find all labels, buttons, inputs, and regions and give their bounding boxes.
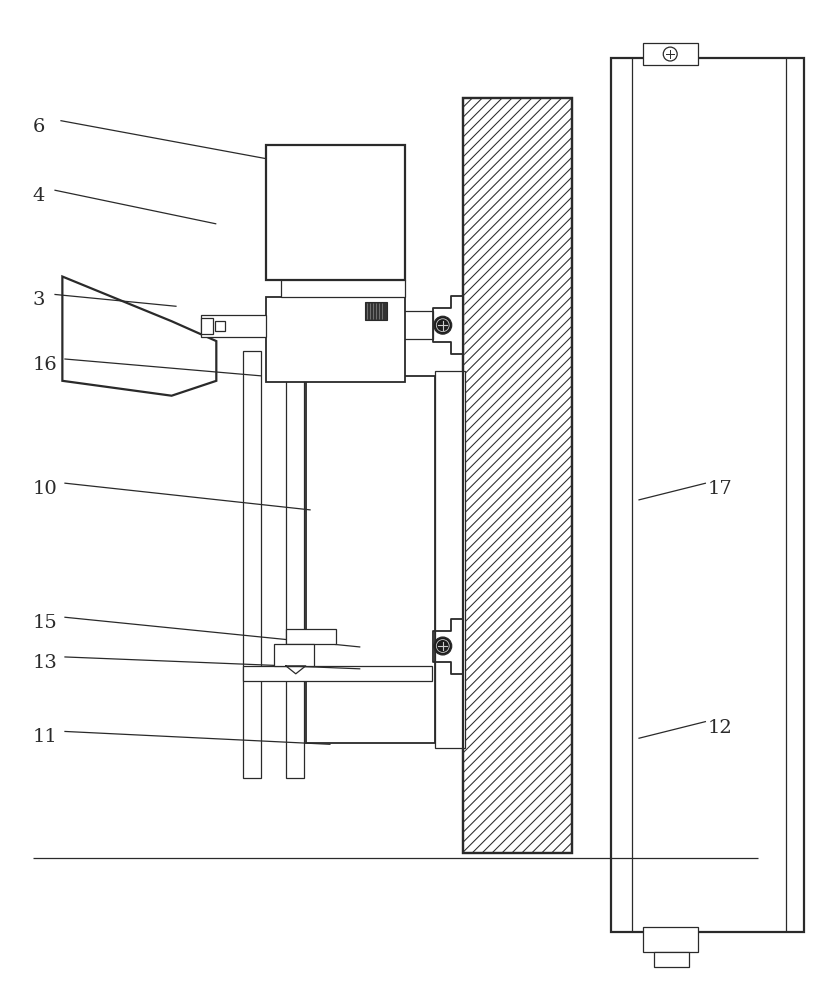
Text: 3: 3	[33, 291, 45, 309]
Bar	[266, 297, 405, 382]
Text: 6: 6	[33, 118, 45, 136]
Text: 13: 13	[33, 654, 57, 672]
Bar	[306, 376, 435, 743]
Bar	[281, 280, 405, 297]
Bar	[243, 666, 432, 681]
Circle shape	[434, 316, 452, 334]
Bar	[266, 145, 405, 280]
Text: 11: 11	[33, 728, 57, 746]
Polygon shape	[433, 619, 463, 674]
Bar	[274, 644, 313, 666]
Bar	[644, 43, 698, 65]
Bar	[201, 318, 213, 334]
Bar	[243, 351, 261, 778]
Bar	[610, 58, 804, 932]
Circle shape	[434, 637, 452, 655]
Bar	[654, 952, 689, 967]
Circle shape	[663, 47, 677, 61]
Bar	[215, 321, 225, 331]
Bar	[201, 315, 266, 337]
Text: 12: 12	[708, 719, 733, 737]
Bar	[644, 927, 698, 952]
Polygon shape	[62, 277, 216, 396]
Bar	[463, 98, 572, 853]
Bar	[285, 629, 335, 644]
Text: 4: 4	[33, 187, 45, 205]
Text: 16: 16	[33, 356, 57, 374]
Bar	[378, 311, 433, 339]
Bar	[435, 371, 465, 748]
Bar	[285, 351, 303, 778]
Bar	[378, 634, 433, 659]
Bar	[463, 98, 572, 853]
Polygon shape	[433, 296, 463, 354]
Text: 15: 15	[33, 614, 57, 632]
Text: 17: 17	[708, 480, 733, 498]
Text: 10: 10	[33, 480, 57, 498]
Bar	[366, 302, 387, 320]
